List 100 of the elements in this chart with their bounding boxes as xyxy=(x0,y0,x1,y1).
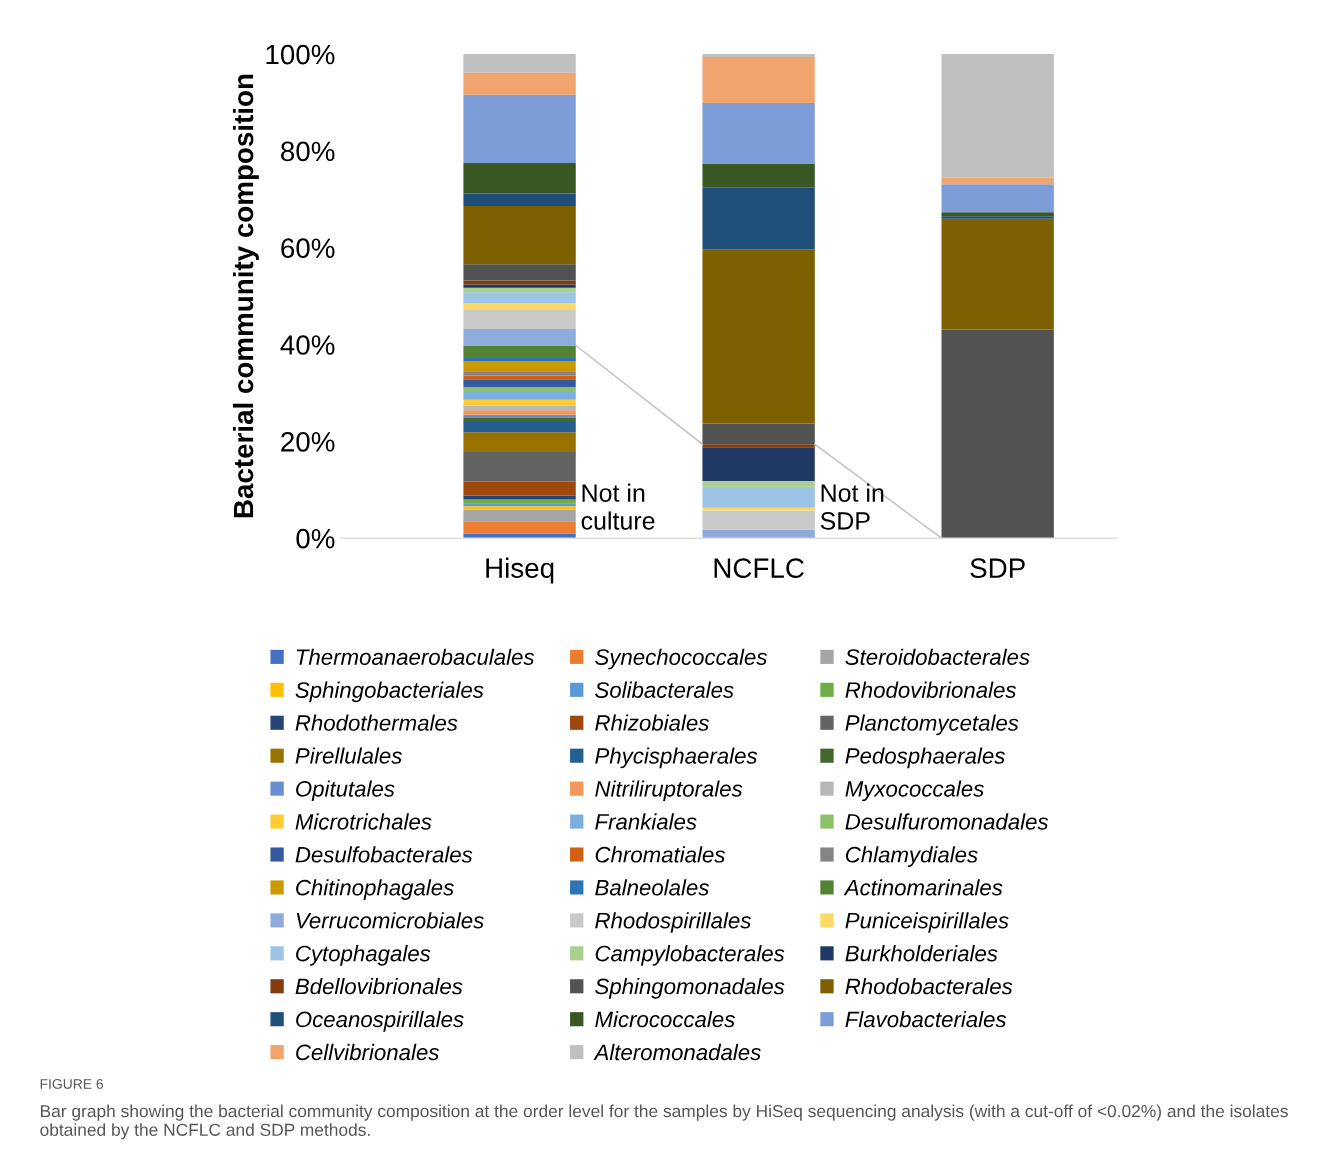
bar xyxy=(941,212,1054,217)
bar xyxy=(702,56,815,103)
bar xyxy=(702,481,815,487)
legend-label: Cytophagales xyxy=(296,945,431,966)
bar xyxy=(702,187,815,250)
y-tick-label: 0% xyxy=(296,528,335,549)
legend-label: Myxococcales xyxy=(845,780,984,802)
legend-label: Campylobacterales xyxy=(595,945,785,966)
bar xyxy=(463,309,576,330)
bar xyxy=(702,423,815,445)
legend-label: Rhodobacterales xyxy=(845,978,1013,995)
bar xyxy=(702,447,815,482)
legend-label: Rhodothermales xyxy=(295,714,458,731)
bar xyxy=(463,162,576,194)
legend-label: Cellvibrionales xyxy=(296,1043,439,1061)
bar xyxy=(702,507,815,511)
bar xyxy=(463,499,576,504)
bar xyxy=(463,375,576,380)
legend-label: Rhizobiales xyxy=(595,714,709,731)
bar xyxy=(463,54,576,73)
bar xyxy=(463,509,576,522)
bar xyxy=(941,177,1054,185)
legend-label: Sphingomonadales xyxy=(595,978,785,999)
bar xyxy=(463,481,576,496)
bar xyxy=(463,410,576,415)
y-tick-label: 80% xyxy=(281,141,335,162)
bar xyxy=(463,418,576,422)
caption: FIGURE 6 xyxy=(40,1079,104,1089)
bar xyxy=(463,399,576,406)
legend-label: Chitinophagales xyxy=(296,879,454,900)
x-tick-label: NCFLC xyxy=(714,558,804,578)
legend-label: Alteromonadales xyxy=(593,1043,761,1061)
legend-label: Solibacterales xyxy=(595,681,734,698)
legend-label: Micrococcales xyxy=(595,1010,735,1028)
bar xyxy=(702,486,815,508)
bar xyxy=(702,510,815,530)
bar xyxy=(463,303,576,310)
bar xyxy=(463,387,576,392)
legend-label: Burkholderiales xyxy=(845,945,998,962)
legend-label: Oceanospirillales xyxy=(296,1010,464,1032)
legend-label: Flavobacteriales xyxy=(845,1010,1007,1028)
legend-label: Chromatiales xyxy=(595,846,725,863)
legend-label: Verrucomicrobiales xyxy=(296,912,484,929)
legend-label: Desulfuromonadales xyxy=(845,813,1049,830)
bar xyxy=(702,163,815,188)
bar xyxy=(702,102,815,164)
bar xyxy=(463,345,576,359)
legend-label: Bdellovibrionales xyxy=(295,978,463,995)
bar xyxy=(463,292,576,304)
bar xyxy=(702,54,815,57)
y-tick-label: 40% xyxy=(280,335,335,355)
x-tick-label: Hiseq xyxy=(486,557,554,584)
bar xyxy=(463,432,576,452)
bar xyxy=(463,391,576,400)
legend-label: Opitutales xyxy=(296,780,395,802)
bar xyxy=(463,193,576,207)
legend-label: Desulfobacterales xyxy=(295,846,473,863)
legend-label: Microtrichales xyxy=(295,813,432,830)
bar xyxy=(941,184,1054,213)
bar xyxy=(463,264,576,281)
bar xyxy=(702,444,815,448)
legend-label: Nitriliruptorales xyxy=(595,780,743,802)
legend-label: Frankiales xyxy=(595,813,697,830)
bar xyxy=(941,216,1054,219)
legend-label: Rhodospirillales xyxy=(595,912,751,933)
bar xyxy=(463,94,576,163)
bar xyxy=(463,287,576,293)
legend-label: Pedosphaerales xyxy=(845,747,1005,769)
y-tick-label: 60% xyxy=(281,238,335,259)
bar xyxy=(941,218,1054,330)
y-axis-title: Bacterial community composition xyxy=(232,74,259,518)
legend-label: Phycisphaerales xyxy=(595,747,758,769)
bar xyxy=(463,421,576,433)
x-tick-label: SDP xyxy=(970,558,1025,578)
bar xyxy=(463,361,576,373)
bar xyxy=(463,284,576,288)
legend-label: Chlamydiales xyxy=(845,846,978,867)
legend-label: Synechococcales xyxy=(595,648,767,670)
bar xyxy=(941,329,1054,539)
legend-label: Pirellulales xyxy=(295,747,402,764)
y-tick-label: 20% xyxy=(281,432,335,452)
legend-label: Steroidobacterales xyxy=(845,648,1030,665)
legend-label: Thermoanaerobaculales xyxy=(296,648,535,665)
bar xyxy=(463,379,576,388)
bar xyxy=(463,451,576,482)
bar xyxy=(702,529,815,539)
y-tick-label: 100% xyxy=(266,44,335,65)
legend-label: Balneolales xyxy=(595,879,709,896)
bar xyxy=(463,206,576,265)
legend-label: Puniceispirillales xyxy=(845,912,1009,933)
bar xyxy=(463,72,576,95)
legend-label: Rhodovibrionales xyxy=(845,681,1017,698)
annotation: Not in culture xyxy=(581,483,655,530)
bar xyxy=(702,249,815,424)
text: Bar graph showing the bacterial community composition at the order level for the samples by HiSeq sequencing analysis (with a cut-off of <0.02%) and the isolates obtained by the NCFLC and SDP methods. xyxy=(40,1104,1288,1140)
bar xyxy=(463,521,576,534)
legend-label: Actinomarinales xyxy=(843,879,1003,896)
annotation: Not in SDP xyxy=(820,483,884,530)
bar xyxy=(941,54,1054,178)
bar xyxy=(463,329,576,346)
